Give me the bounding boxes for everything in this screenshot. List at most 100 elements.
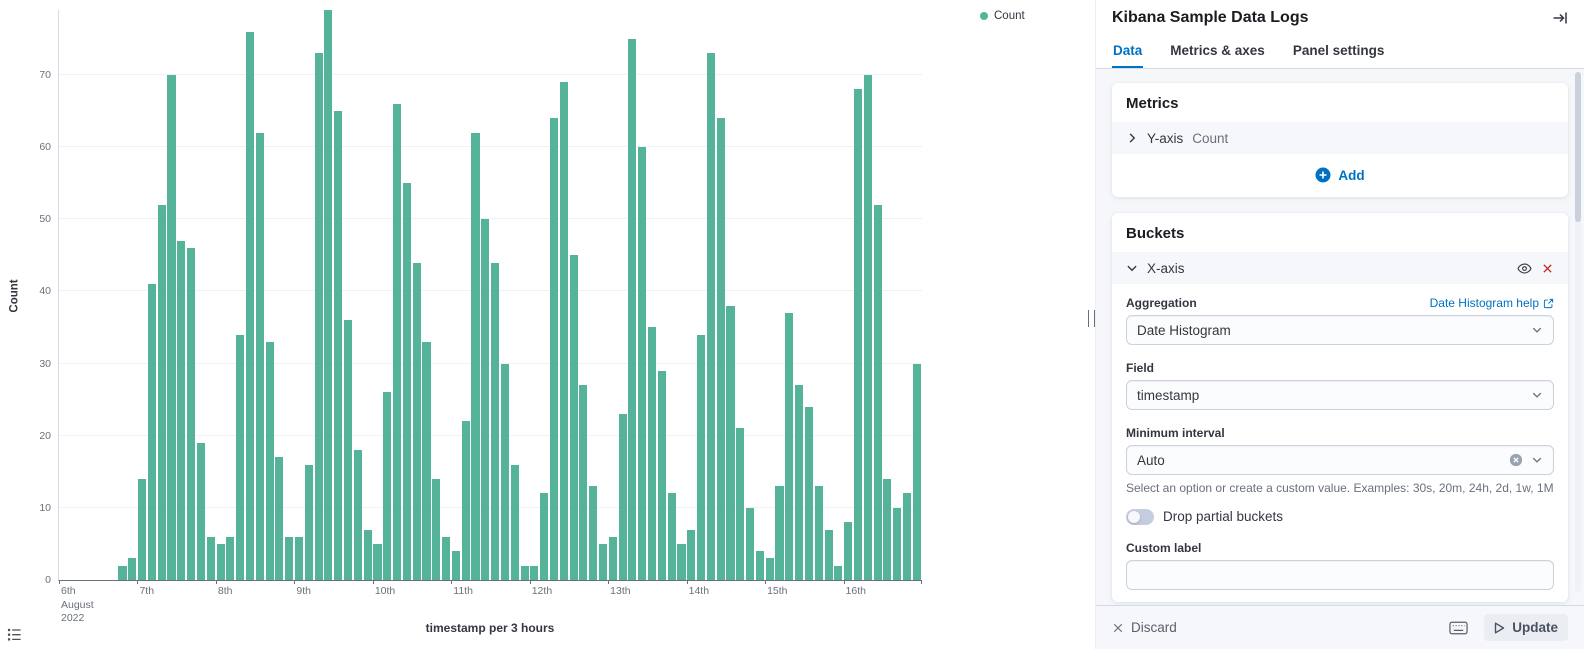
bar[interactable] [402,183,411,580]
minimum-interval-select[interactable]: Auto [1126,445,1554,475]
bar[interactable] [746,507,755,580]
clear-value-icon[interactable] [1509,453,1523,467]
bar[interactable] [138,479,147,580]
bar[interactable] [569,255,578,580]
panel-scrollbar-thumb[interactable] [1575,72,1581,222]
bar[interactable] [206,536,215,580]
bar[interactable] [177,240,186,580]
bar[interactable] [736,428,745,580]
bar[interactable] [167,74,176,580]
bar[interactable] [844,522,853,580]
bar[interactable] [667,493,676,580]
bar[interactable] [118,565,127,580]
bar[interactable] [726,305,735,580]
field-select[interactable]: timestamp [1126,380,1554,410]
panel-scrollbar-track[interactable] [1575,72,1581,592]
bar[interactable] [442,536,451,580]
custom-label-input[interactable] [1126,559,1554,590]
bar[interactable] [883,479,892,580]
collapse-panel-button[interactable] [1552,10,1568,26]
bar[interactable] [657,370,666,580]
bar[interactable] [755,551,764,580]
bar[interactable] [785,313,794,580]
bar[interactable] [275,457,284,580]
bar[interactable] [559,82,568,580]
bar[interactable] [902,493,912,580]
bar[interactable] [304,464,313,580]
bar[interactable] [471,132,480,580]
keyboard-shortcut-button[interactable] [1449,621,1468,635]
bar[interactable] [245,31,255,580]
bar[interactable] [147,284,156,580]
bar[interactable] [814,486,823,580]
bar[interactable] [500,363,509,580]
bar[interactable] [226,536,235,580]
bar[interactable] [510,464,519,580]
bar[interactable] [265,341,274,580]
update-button[interactable]: Update [1484,614,1568,641]
bar[interactable] [893,507,902,580]
bar[interactable] [795,385,804,580]
bar[interactable] [628,38,637,580]
bar[interactable] [834,565,843,580]
bar[interactable] [412,262,421,580]
bar[interactable] [608,536,617,580]
bar[interactable] [589,486,598,580]
bar[interactable] [912,363,921,580]
legend-item-count[interactable]: Count [980,10,1025,22]
bar[interactable] [432,479,441,580]
bar[interactable] [343,320,353,580]
bar[interactable] [873,204,882,580]
bar[interactable] [363,529,372,580]
bar[interactable] [373,543,382,580]
tab-metrics-axes[interactable]: Metrics & axes [1170,43,1265,58]
metrics-yaxis-row[interactable]: Y-axis Count [1112,122,1568,154]
add-metric-button[interactable]: Add [1315,167,1365,183]
bar[interactable] [716,118,725,580]
bar[interactable] [697,334,706,580]
legend-toggle-button[interactable] [5,625,23,643]
tab-panel-settings[interactable]: Panel settings [1292,43,1385,58]
bar[interactable] [314,53,323,580]
buckets-xaxis-row[interactable]: X-axis [1112,252,1568,284]
bar[interactable] [765,558,774,580]
bar[interactable] [324,10,333,580]
discard-button[interactable]: Discard [1112,620,1177,635]
bar[interactable] [579,385,588,580]
bar[interactable] [255,132,264,580]
bar[interactable] [863,74,872,580]
bar[interactable] [353,450,362,580]
bar[interactable] [775,486,784,580]
bar[interactable] [334,111,343,580]
bar[interactable] [530,565,539,580]
bar[interactable] [687,529,696,580]
bar[interactable] [236,334,245,580]
bar[interactable] [294,536,304,580]
bar[interactable] [853,89,863,580]
bar[interactable] [128,558,137,580]
bar[interactable] [461,421,470,580]
bar[interactable] [804,406,813,580]
bar[interactable] [187,248,196,580]
bar[interactable] [520,565,529,580]
bar[interactable] [598,543,608,580]
aggregation-select[interactable]: Date Histogram [1126,315,1554,345]
bar[interactable] [618,414,627,580]
bar[interactable] [648,327,657,580]
remove-bucket-icon[interactable] [1541,262,1554,275]
bar[interactable] [677,543,686,580]
bar[interactable] [481,219,490,580]
bar[interactable] [451,551,460,580]
bar[interactable] [216,543,225,580]
bar[interactable] [157,204,166,580]
bar[interactable] [540,493,549,580]
bar[interactable] [824,529,833,580]
bar[interactable] [422,341,431,580]
bar[interactable] [383,392,392,580]
tab-data[interactable]: Data [1112,37,1143,68]
bar[interactable] [393,103,402,580]
bar[interactable] [549,118,559,580]
drop-partial-buckets-toggle[interactable] [1126,508,1154,525]
bar[interactable] [638,147,647,580]
eye-icon[interactable] [1517,261,1532,276]
